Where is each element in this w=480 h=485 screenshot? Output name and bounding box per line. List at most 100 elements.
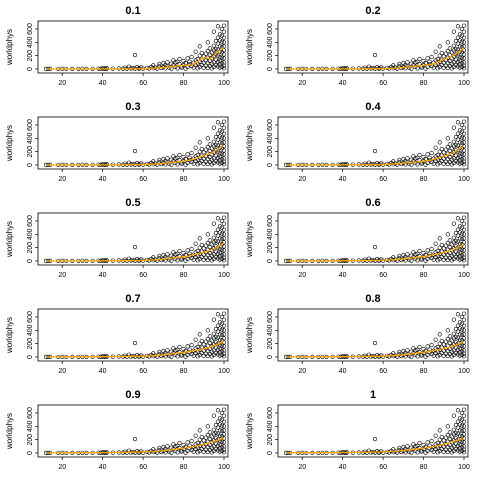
- data-point: [455, 216, 461, 221]
- data-point: [461, 63, 467, 68]
- data-point: [207, 52, 212, 58]
- data-point: [203, 51, 208, 56]
- data-point: [213, 38, 219, 44]
- y-axis-label: worldphys: [245, 317, 254, 354]
- data-point: [455, 59, 461, 64]
- data-point: [461, 440, 467, 445]
- data-point: [362, 161, 368, 166]
- data-point: [187, 155, 192, 160]
- data-point: [221, 159, 227, 164]
- data-point: [437, 236, 442, 241]
- data-point: [221, 428, 227, 433]
- data-point: [221, 323, 227, 328]
- data-point: [370, 161, 376, 167]
- y-tick-label: 200: [267, 50, 274, 62]
- data-point: [451, 252, 456, 257]
- data-point: [205, 257, 210, 263]
- data-point: [201, 246, 206, 251]
- data-point: [211, 252, 216, 257]
- y-tick-label: 200: [267, 242, 274, 254]
- data-point: [203, 435, 208, 440]
- data-point: [453, 142, 459, 148]
- data-point: [181, 58, 186, 64]
- x-tick-label: 40: [339, 80, 347, 87]
- data-point: [445, 161, 450, 167]
- data-point: [461, 227, 467, 232]
- data-point: [441, 54, 446, 59]
- x-tick-label: 40: [339, 464, 347, 471]
- data-point: [461, 215, 467, 220]
- data-point: [191, 353, 196, 358]
- data-point: [207, 255, 212, 261]
- panel-title: 0.2: [365, 5, 380, 17]
- x-tick-label: 20: [58, 368, 66, 375]
- data-point: [169, 258, 174, 263]
- y-axis-label: worldphys: [5, 125, 14, 162]
- data-point: [221, 450, 227, 455]
- y-tick-label: 400: [27, 228, 34, 240]
- data-point: [213, 334, 219, 340]
- x-tick-label: 40: [99, 176, 107, 183]
- data-point: [461, 236, 467, 241]
- data-point: [221, 227, 227, 232]
- data-point: [221, 419, 227, 424]
- data-point: [441, 353, 446, 358]
- data-point: [179, 353, 184, 358]
- y-tick-label: 600: [267, 311, 274, 323]
- x-tick-label: 20: [58, 176, 66, 183]
- data-point: [183, 348, 188, 354]
- data-point: [455, 24, 461, 29]
- data-point: [419, 353, 424, 358]
- data-point: [447, 436, 452, 442]
- data-point: [429, 150, 434, 156]
- data-point: [425, 56, 430, 61]
- data-point: [165, 252, 170, 257]
- x-tick-label: 80: [420, 176, 428, 183]
- data-point: [451, 427, 456, 432]
- data-point: [447, 58, 452, 64]
- data-point: [437, 437, 442, 442]
- data-point: [455, 335, 461, 340]
- data-point: [209, 434, 214, 439]
- data-point: [171, 250, 176, 255]
- data-point: [205, 40, 210, 45]
- data-point: [457, 337, 463, 342]
- y-tick-label: 600: [267, 215, 274, 227]
- data-point: [197, 428, 202, 433]
- data-point: [455, 155, 461, 160]
- data-point: [221, 413, 227, 418]
- data-point: [459, 218, 465, 224]
- data-point: [215, 443, 221, 448]
- data-point: [193, 433, 198, 438]
- x-tick-label: 20: [298, 368, 306, 375]
- data-point: [433, 49, 438, 54]
- data-point: [221, 136, 227, 141]
- data-point: [437, 341, 442, 346]
- data-point: [459, 151, 465, 156]
- data-point: [197, 245, 202, 250]
- data-point: [213, 326, 219, 332]
- data-point: [417, 56, 422, 62]
- data-point: [191, 161, 196, 166]
- data-point: [207, 159, 212, 165]
- data-point: [447, 244, 452, 250]
- fit-line: [46, 47, 225, 70]
- data-point: [205, 65, 210, 71]
- data-point: [415, 162, 420, 167]
- plot-frame: [277, 308, 469, 362]
- data-point: [221, 152, 227, 157]
- data-point: [219, 151, 225, 156]
- data-point: [439, 338, 444, 344]
- data-point: [219, 218, 225, 224]
- data-point: [457, 236, 463, 241]
- x-tick-label: 20: [58, 464, 66, 471]
- data-point: [205, 48, 210, 54]
- data-point: [461, 140, 467, 145]
- data-point: [211, 331, 216, 336]
- data-point: [455, 35, 461, 40]
- data-point: [104, 66, 109, 71]
- data-point: [445, 432, 450, 438]
- x-tick-label: 60: [139, 464, 147, 471]
- data-point: [221, 336, 227, 341]
